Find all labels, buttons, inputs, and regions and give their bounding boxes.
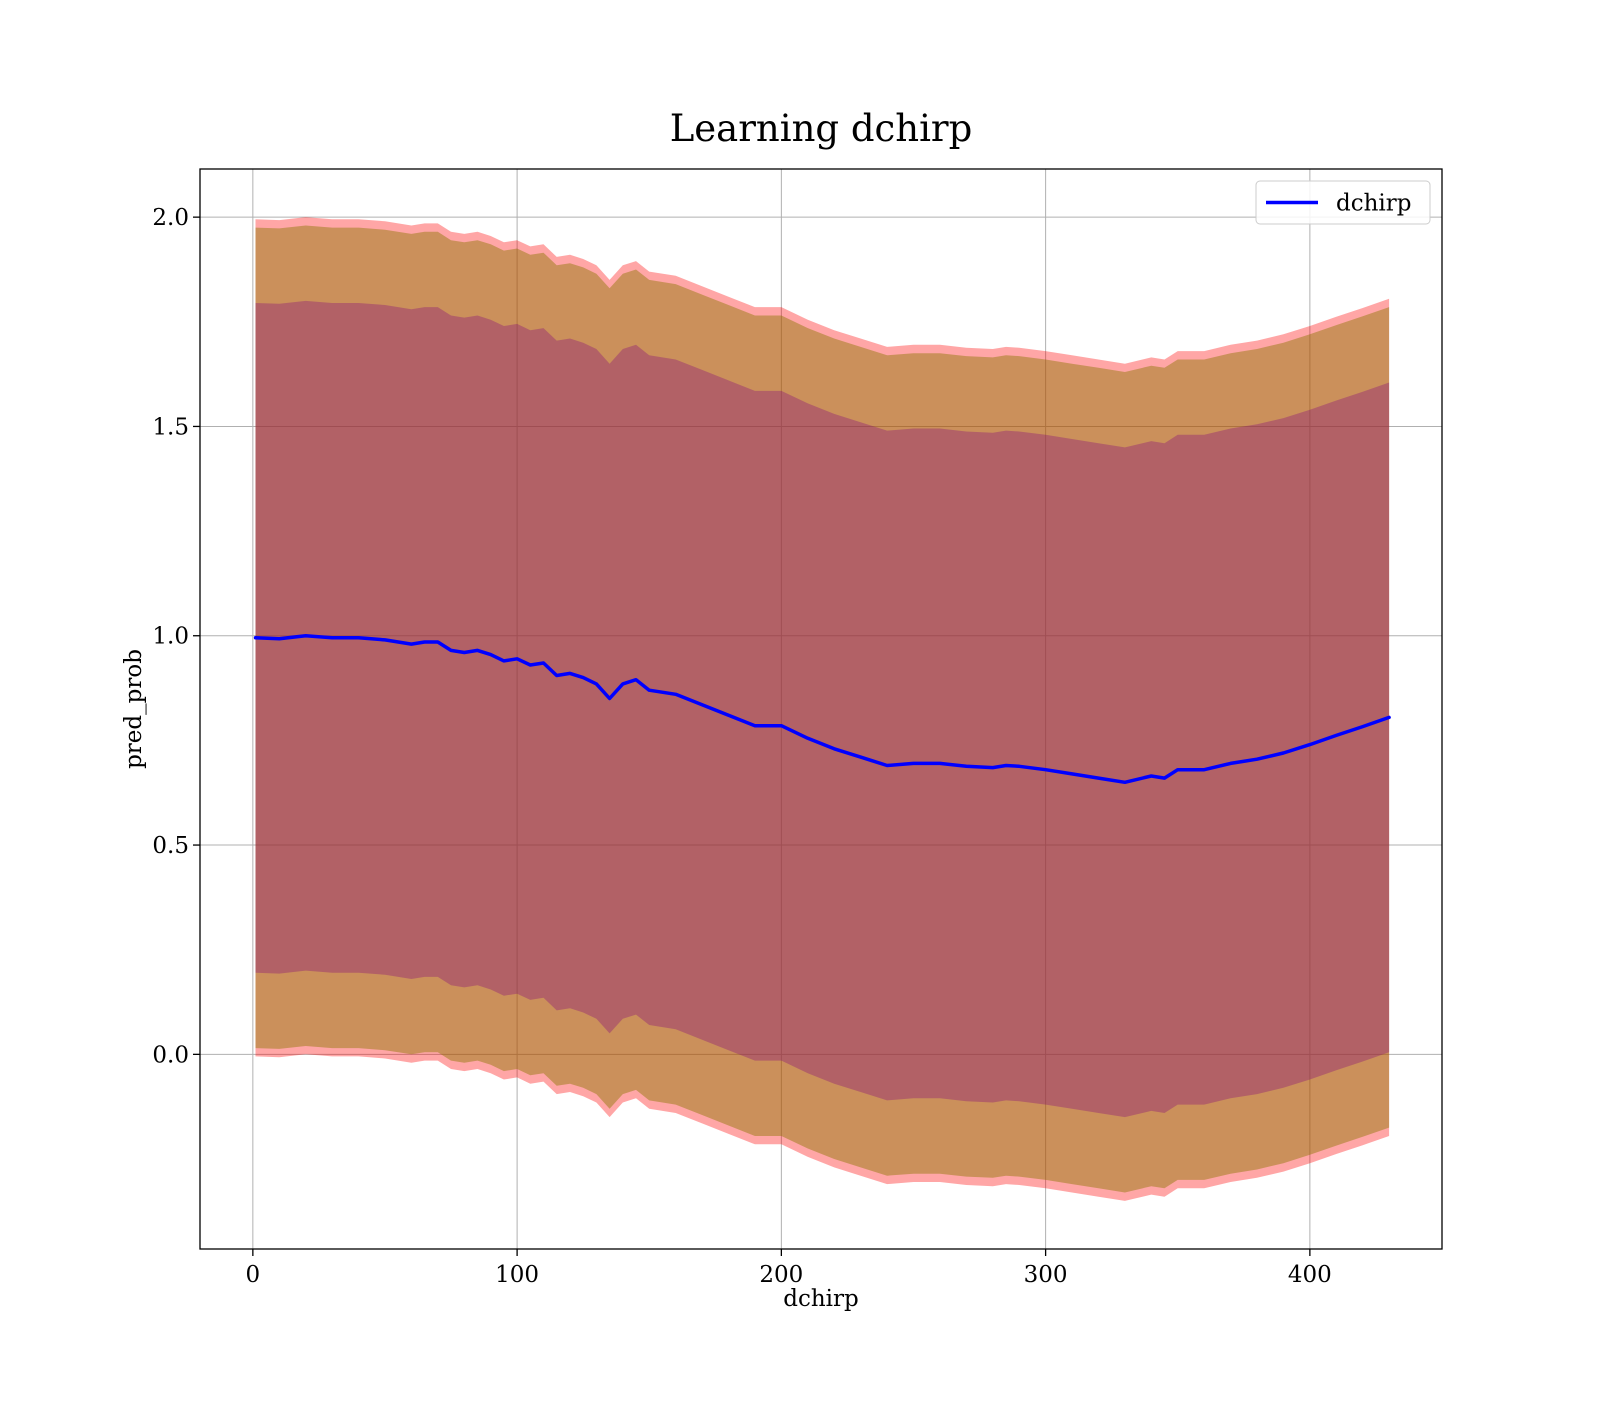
grid [200, 169, 1442, 1249]
y-axis-label: pred_prob [121, 649, 147, 769]
confidence-band-2 [255, 225, 1390, 1193]
x-axis-label: dchirp [783, 1286, 859, 1312]
series-lines [253, 633, 1391, 785]
x-tick-label: 100 [495, 1262, 539, 1288]
x-tick-label: 0 [246, 1262, 261, 1288]
series-line-dchirp [253, 633, 1391, 785]
confidence-band-1 [255, 217, 1390, 1201]
y-tick-label: 1.5 [152, 414, 189, 440]
confidence-bands [255, 217, 1390, 1201]
legend-label: dchirp [1336, 191, 1412, 217]
chart-title: Learning dchirp [670, 107, 973, 150]
x-tick-label: 200 [759, 1262, 803, 1288]
y-tick-label: 0.5 [152, 833, 189, 859]
legend: dchirp [1255, 180, 1431, 225]
confidence-band-3 [255, 300, 1390, 1118]
legend-box [1255, 180, 1431, 225]
x-axis-ticks: 0 100 200 300 400 [246, 1249, 1332, 1288]
plot-frame [199, 168, 1443, 1250]
y-tick-label: 2.0 [152, 205, 189, 231]
x-tick-label: 300 [1024, 1262, 1068, 1288]
y-tick-label: 0.0 [152, 1042, 189, 1068]
y-axis-ticks: 0.0 0.5 1.0 1.5 2.0 [152, 205, 200, 1068]
y-tick-label: 1.0 [152, 624, 189, 650]
x-tick-label: 400 [1288, 1262, 1332, 1288]
